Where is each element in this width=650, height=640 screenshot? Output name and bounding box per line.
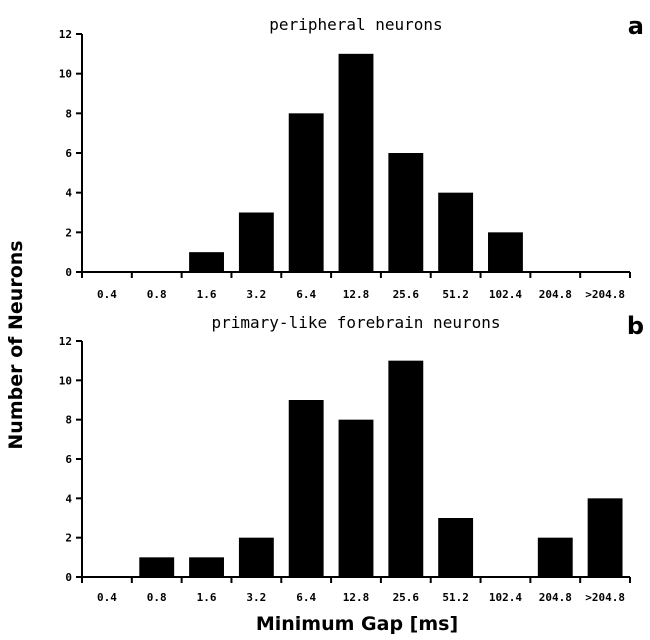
y-tick-label: 10 bbox=[59, 374, 72, 387]
y-tick-label: 0 bbox=[65, 571, 72, 584]
x-tick-label: 1.6 bbox=[197, 591, 217, 604]
bar-25.6 bbox=[388, 153, 424, 272]
x-tick-label: 3.2 bbox=[246, 591, 266, 604]
panel-a: peripheral neurons a 0 2 4 6 8 10 12 0.4 0.8 1.6 3.2… bbox=[59, 12, 644, 301]
y-tick-label: 4 bbox=[65, 492, 72, 505]
x-tick-label: 1.6 bbox=[197, 288, 217, 301]
y-tick-label: 0 bbox=[65, 266, 72, 279]
bar-102.4 bbox=[488, 232, 523, 272]
y-tick-label: 8 bbox=[65, 107, 72, 120]
y-tick-label: 4 bbox=[65, 187, 72, 200]
bar-3.2 bbox=[238, 212, 274, 272]
x-tick-label: 51.2 bbox=[442, 591, 469, 604]
x-tick-label: 3.2 bbox=[246, 288, 266, 301]
bar-0.8 bbox=[139, 557, 175, 577]
y-axis-label: Number of Neurons bbox=[5, 240, 27, 449]
x-tick-label: >204.8 bbox=[585, 591, 625, 604]
x-tick-label: 102.4 bbox=[489, 591, 522, 604]
y-tick-label: 2 bbox=[65, 532, 72, 545]
panel-title: peripheral neurons bbox=[269, 15, 442, 34]
y-tick-label: 8 bbox=[65, 414, 72, 427]
y-tick-label: 12 bbox=[59, 28, 72, 41]
panel-letter: a bbox=[628, 12, 644, 40]
x-tick-label: 12.8 bbox=[343, 591, 370, 604]
bar-6.4 bbox=[288, 400, 324, 577]
x-tick-label: 0.8 bbox=[147, 591, 167, 604]
x-tick-label: 6.4 bbox=[296, 591, 316, 604]
x-tick-label: 204.8 bbox=[539, 288, 572, 301]
panel-title: primary-like forebrain neurons bbox=[212, 313, 501, 332]
bar-gt204.8 bbox=[587, 498, 623, 577]
bar-204.8 bbox=[537, 537, 573, 577]
bar-12.8 bbox=[338, 419, 374, 577]
x-tick-label: 0.4 bbox=[97, 591, 117, 604]
bar-51.2 bbox=[438, 192, 474, 272]
y-tick-label: 10 bbox=[59, 68, 72, 81]
x-tick-label: 25.6 bbox=[393, 591, 420, 604]
bar-12.8 bbox=[338, 53, 374, 273]
panel-letter: b bbox=[627, 312, 644, 340]
bar-25.6 bbox=[388, 360, 424, 577]
y-tick-label: 6 bbox=[65, 147, 72, 160]
x-tick-label: 12.8 bbox=[343, 288, 370, 301]
y-tick-label: 2 bbox=[65, 226, 72, 239]
bar-51.2 bbox=[438, 518, 474, 577]
x-tick-label: 51.2 bbox=[442, 288, 469, 301]
bar-1.6 bbox=[189, 252, 224, 272]
y-tick-label: 6 bbox=[65, 453, 72, 466]
x-tick-label: 0.8 bbox=[147, 288, 167, 301]
bar-1.6 bbox=[189, 557, 224, 577]
x-tick-label: 0.4 bbox=[97, 288, 117, 301]
bar-6.4 bbox=[288, 113, 324, 272]
bar-3.2 bbox=[238, 537, 274, 577]
x-tick-label: 25.6 bbox=[393, 288, 420, 301]
x-tick-label: 6.4 bbox=[296, 288, 316, 301]
x-tick-label: 204.8 bbox=[539, 591, 572, 604]
x-tick-label: >204.8 bbox=[585, 288, 625, 301]
panel-b: primary-like forebrain neurons b 0 2 4 6 8 10 12… bbox=[59, 312, 644, 604]
x-tick-label: 102.4 bbox=[489, 288, 522, 301]
x-axis-label: Minimum Gap [ms] bbox=[256, 613, 458, 635]
y-tick-label: 12 bbox=[59, 335, 72, 348]
